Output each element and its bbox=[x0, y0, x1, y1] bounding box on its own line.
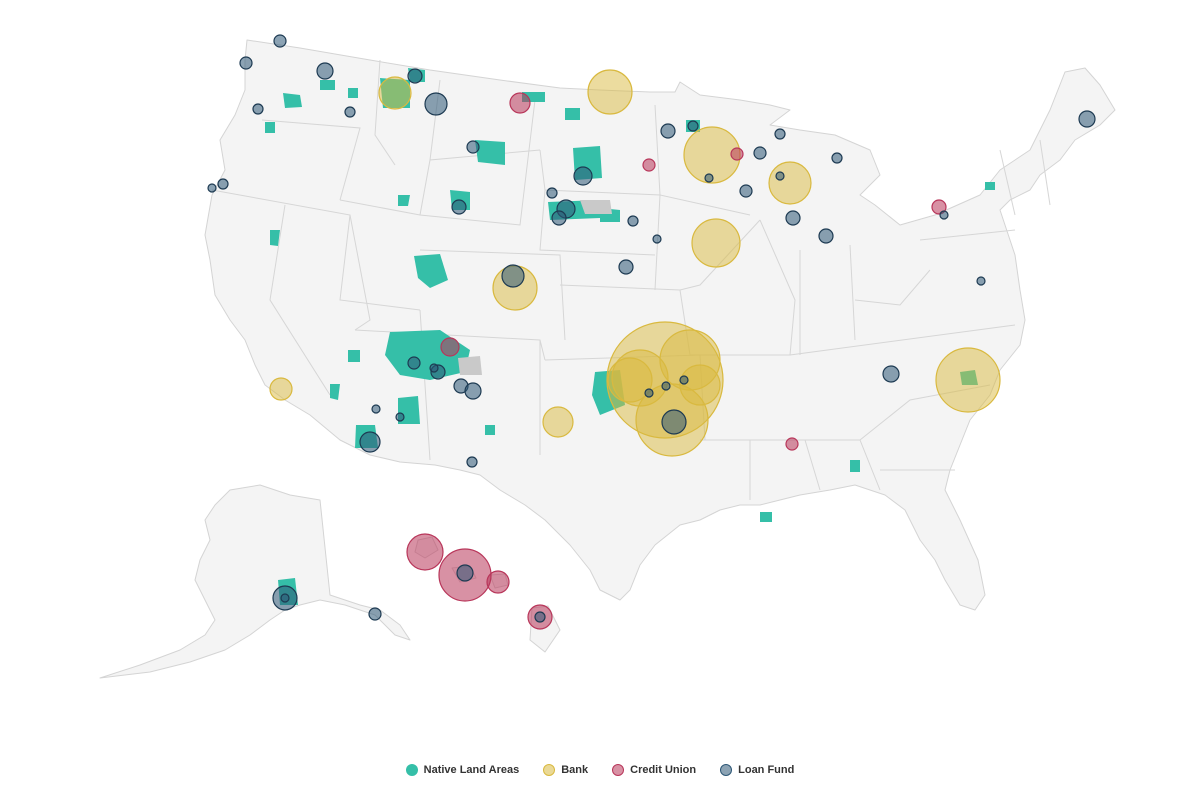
loan-fund-circle[interactable] bbox=[316, 62, 334, 80]
loan-fund-circle[interactable] bbox=[652, 234, 662, 244]
bank-swatch-icon bbox=[543, 764, 556, 776]
loan-fund-circle[interactable] bbox=[456, 564, 474, 582]
legend-item-native: Native Land Areas bbox=[405, 764, 520, 776]
loan-fund-circle[interactable] bbox=[464, 382, 482, 400]
credit-union-circle[interactable] bbox=[509, 92, 531, 114]
bank-circle[interactable] bbox=[378, 76, 412, 110]
legend-item-credit-union: Credit Union bbox=[612, 764, 696, 776]
loan-fund-circle[interactable] bbox=[395, 412, 405, 422]
loan-fund-circle[interactable] bbox=[424, 92, 448, 116]
loan-fund-circle[interactable] bbox=[546, 187, 558, 199]
loan-fund-circle[interactable] bbox=[371, 404, 381, 414]
loan-fund-circle[interactable] bbox=[407, 356, 421, 370]
loan-fund-circle[interactable] bbox=[818, 228, 834, 244]
loan-fund-circle[interactable] bbox=[407, 68, 423, 84]
loan-fund-circle[interactable] bbox=[618, 259, 634, 275]
bank-circle[interactable] bbox=[542, 406, 574, 438]
credit-union-swatch-icon bbox=[612, 764, 625, 776]
bank-circle[interactable] bbox=[679, 364, 721, 406]
credit-union-circle[interactable] bbox=[406, 533, 444, 571]
credit-union-circle[interactable] bbox=[440, 337, 460, 357]
loan-fund-circle[interactable] bbox=[451, 199, 467, 215]
loan-fund-circle[interactable] bbox=[939, 210, 949, 220]
loan-fund-circle[interactable] bbox=[627, 215, 639, 227]
legend-label-bank: Bank bbox=[561, 764, 589, 776]
legend-item-loan-fund: Loan Fund bbox=[720, 764, 794, 776]
legend-label-loan-fund: Loan Fund bbox=[738, 764, 795, 776]
loan-fund-circle[interactable] bbox=[976, 276, 986, 286]
bank-circle[interactable] bbox=[691, 218, 741, 268]
loan-fund-circle[interactable] bbox=[774, 128, 786, 140]
loan-fund-circle[interactable] bbox=[429, 363, 439, 373]
bank-circle[interactable] bbox=[587, 69, 633, 115]
loan-fund-circle[interactable] bbox=[280, 593, 290, 603]
loan-fund-circle[interactable] bbox=[687, 120, 699, 132]
loan-fund-circle[interactable] bbox=[207, 183, 217, 193]
loan-fund-circle[interactable] bbox=[551, 210, 567, 226]
loan-fund-circle[interactable] bbox=[273, 34, 287, 48]
loan-fund-circle[interactable] bbox=[753, 146, 767, 160]
loan-fund-swatch-icon bbox=[720, 764, 733, 776]
loan-fund-circle[interactable] bbox=[775, 171, 785, 181]
bank-circle[interactable] bbox=[768, 161, 812, 205]
loan-fund-circle[interactable] bbox=[644, 388, 654, 398]
loan-fund-circle[interactable] bbox=[661, 381, 671, 391]
credit-union-circle[interactable] bbox=[486, 570, 510, 594]
loan-fund-circle[interactable] bbox=[573, 166, 593, 186]
loan-fund-circle[interactable] bbox=[785, 210, 801, 226]
loan-fund-circle[interactable] bbox=[882, 365, 900, 383]
loan-fund-circle[interactable] bbox=[368, 607, 382, 621]
legend-label-native: Native Land Areas bbox=[423, 764, 520, 776]
credit-union-circle[interactable] bbox=[730, 147, 744, 161]
loan-fund-circle[interactable] bbox=[501, 264, 525, 288]
credit-union-circle[interactable] bbox=[931, 199, 947, 215]
institution-circles bbox=[207, 34, 1096, 630]
loan-fund-circle[interactable] bbox=[466, 456, 478, 468]
alaska-outline bbox=[99, 484, 411, 679]
loan-fund-circle[interactable] bbox=[831, 152, 843, 164]
bank-circle[interactable] bbox=[269, 377, 293, 401]
legend-label-credit-union: Credit Union bbox=[630, 764, 697, 776]
loan-fund-circle[interactable] bbox=[660, 123, 676, 139]
loan-fund-circle[interactable] bbox=[359, 431, 381, 453]
loan-fund-circle[interactable] bbox=[217, 178, 229, 190]
legend: Native Land Areas Bank Credit Union Loan… bbox=[0, 760, 1200, 780]
legend-item-bank: Bank bbox=[543, 764, 588, 776]
bank-circle[interactable] bbox=[935, 347, 1001, 413]
native-swatch-icon bbox=[405, 764, 418, 776]
bank-circle[interactable] bbox=[607, 357, 653, 403]
loan-fund-circle[interactable] bbox=[704, 173, 714, 183]
loan-fund-circle[interactable] bbox=[344, 106, 356, 118]
loan-fund-circle[interactable] bbox=[1078, 110, 1096, 128]
loan-fund-circle[interactable] bbox=[661, 409, 687, 435]
loan-fund-circle[interactable] bbox=[252, 103, 264, 115]
credit-union-circle[interactable] bbox=[785, 437, 799, 451]
loan-fund-circle[interactable] bbox=[534, 611, 546, 623]
credit-union-circle[interactable] bbox=[642, 158, 656, 172]
loan-fund-circle[interactable] bbox=[466, 140, 480, 154]
loan-fund-circle[interactable] bbox=[239, 56, 253, 70]
loan-fund-circle[interactable] bbox=[739, 184, 753, 198]
loan-fund-circle[interactable] bbox=[679, 375, 689, 385]
